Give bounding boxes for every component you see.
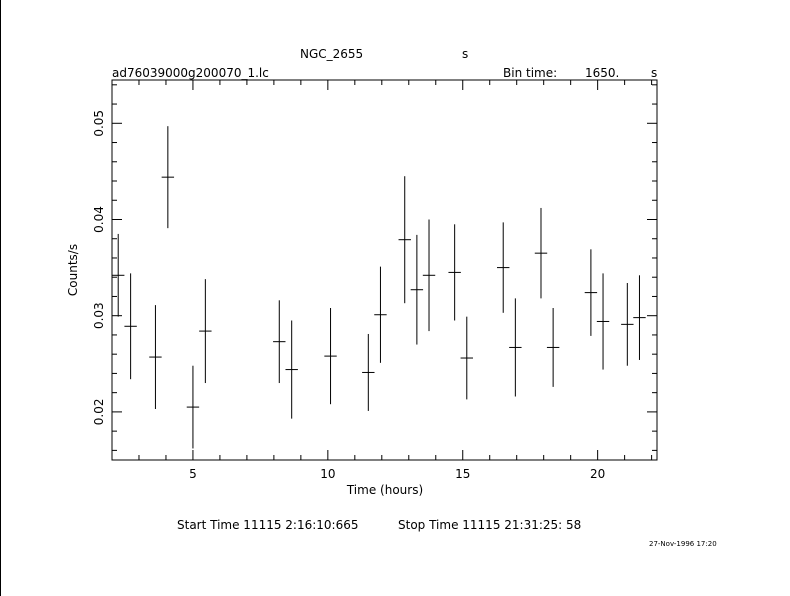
data-point — [448, 224, 461, 321]
start-time-label: Start Time 11115 2:16:10:665 — [177, 518, 359, 532]
x-tick-label: 15 — [455, 467, 470, 481]
plot-frame — [111, 79, 658, 461]
data-point — [596, 273, 610, 370]
data-point — [534, 207, 548, 299]
x-tick-label: 10 — [320, 467, 335, 481]
data-point — [509, 298, 522, 397]
stop-time-label: Stop Time 11115 21:31:25: 58 — [398, 518, 582, 532]
data-point — [112, 233, 125, 317]
data-point — [186, 365, 200, 449]
bin-time-unit: s — [651, 66, 658, 80]
data-point — [621, 282, 634, 366]
data-point — [460, 316, 473, 400]
bin-time-value: 1650. — [585, 66, 620, 80]
data-point — [161, 126, 175, 229]
data-point — [422, 219, 436, 332]
data-marks — [112, 126, 646, 449]
timestamp-label: 27-Nov-1996 17:20 — [649, 540, 717, 548]
top-unit-label: s — [462, 47, 469, 61]
data-point — [199, 279, 212, 384]
data-point — [362, 333, 375, 411]
data-point — [149, 305, 162, 410]
y-tick-label: 0.02 — [92, 399, 106, 426]
filename-label: ad76039000g200070_1.lc — [112, 66, 269, 80]
data-point — [398, 176, 411, 304]
data-point — [273, 300, 286, 384]
tick-labels: 5 10 15 20 0.02 0.03 0.04 0.05 — [92, 110, 605, 481]
data-point — [124, 273, 137, 380]
data-point — [633, 275, 646, 360]
axis-ticks — [111, 80, 657, 460]
y-tick-label: 0.04 — [92, 206, 106, 233]
data-point — [410, 234, 424, 345]
data-point — [497, 222, 510, 313]
y-tick-label: 0.03 — [92, 302, 106, 329]
bin-time-label: Bin time: — [503, 66, 558, 80]
data-point — [584, 249, 598, 336]
data-point — [374, 266, 387, 363]
x-tick-label: 5 — [189, 467, 197, 481]
data-point — [285, 320, 298, 419]
left-border — [0, 0, 1, 596]
object-title: NGC_2655 — [300, 47, 364, 61]
y-axis-label: Counts/s — [66, 244, 80, 296]
x-axis-label: Time (hours) — [346, 483, 423, 497]
y-tick-label: 0.05 — [92, 110, 106, 137]
x-tick-label: 20 — [590, 467, 605, 481]
data-point — [324, 308, 337, 405]
data-point — [546, 308, 560, 387]
